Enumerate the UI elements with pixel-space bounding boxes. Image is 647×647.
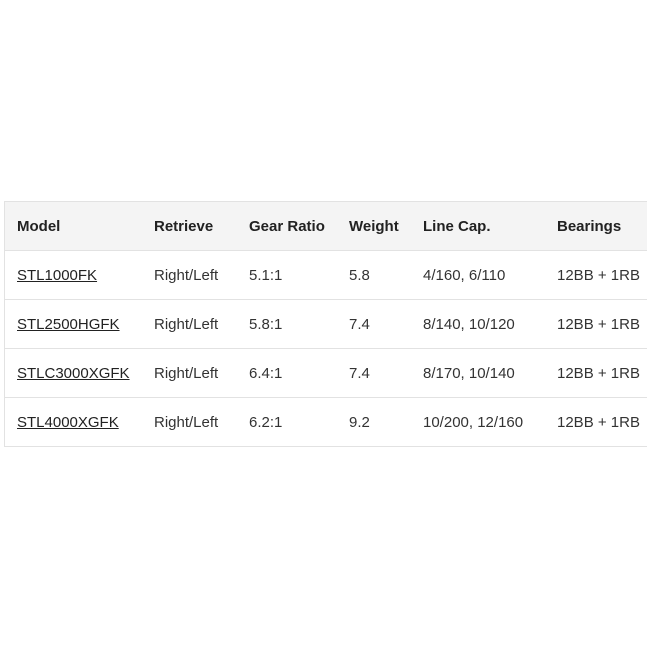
weight-cell: 9.2 (337, 397, 411, 447)
line-cap-cell: 10/200, 12/160 (411, 397, 545, 447)
model-link[interactable]: STL2500HGFK (17, 315, 120, 333)
model-link[interactable]: STLC3000XGFK (17, 364, 130, 382)
header-weight: Weight (337, 202, 411, 251)
table-row: STL4000XGFK Right/Left 6.2:1 9.2 10/200,… (5, 397, 647, 447)
specs-table-container: Model Retrieve Gear Ratio Weight Line Ca… (4, 201, 647, 447)
table-row: STL1000FK Right/Left 5.1:1 5.8 4/160, 6/… (5, 250, 647, 300)
gear-ratio-cell: 5.1:1 (237, 250, 337, 300)
header-gear-ratio: Gear Ratio (237, 202, 337, 251)
weight-cell: 5.8 (337, 250, 411, 300)
specs-table: Model Retrieve Gear Ratio Weight Line Ca… (5, 202, 647, 447)
model-link[interactable]: STL4000XGFK (17, 413, 119, 431)
bearings-cell: 12BB + 1RB (545, 397, 647, 447)
model-link[interactable]: STL1000FK (17, 266, 98, 284)
retrieve-cell: Right/Left (142, 348, 237, 398)
line-cap-cell: 4/160, 6/110 (411, 250, 545, 300)
table-row: STL2500HGFK Right/Left 5.8:1 7.4 8/140, … (5, 299, 647, 349)
gear-ratio-cell: 5.8:1 (237, 299, 337, 349)
gear-ratio-cell: 6.2:1 (237, 397, 337, 447)
header-model: Model (5, 202, 142, 251)
header-line-cap: Line Cap. (411, 202, 545, 251)
weight-cell: 7.4 (337, 299, 411, 349)
retrieve-cell: Right/Left (142, 397, 237, 447)
weight-cell: 7.4 (337, 348, 411, 398)
gear-ratio-cell: 6.4:1 (237, 348, 337, 398)
table-header-row: Model Retrieve Gear Ratio Weight Line Ca… (5, 202, 647, 251)
line-cap-cell: 8/170, 10/140 (411, 348, 545, 398)
table-row: STLC3000XGFK Right/Left 6.4:1 7.4 8/170,… (5, 348, 647, 398)
retrieve-cell: Right/Left (142, 250, 237, 300)
header-bearings: Bearings (545, 202, 647, 251)
bearings-cell: 12BB + 1RB (545, 250, 647, 300)
line-cap-cell: 8/140, 10/120 (411, 299, 545, 349)
header-retrieve: Retrieve (142, 202, 237, 251)
retrieve-cell: Right/Left (142, 299, 237, 349)
bearings-cell: 12BB + 1RB (545, 348, 647, 398)
bearings-cell: 12BB + 1RB (545, 299, 647, 349)
